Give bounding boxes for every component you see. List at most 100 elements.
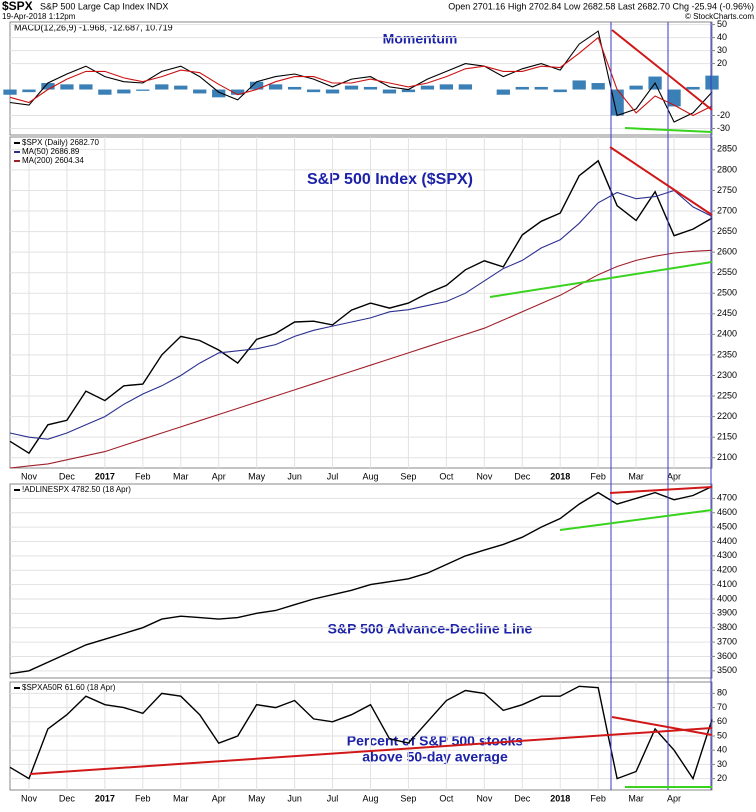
trend-line — [559, 509, 713, 531]
x-tick-label: Apr — [667, 793, 681, 803]
histogram-bar — [136, 89, 150, 91]
x-tick-label: Nov — [21, 471, 38, 481]
histogram-bar — [344, 85, 359, 90]
panel-title: Percent of S&P 500 stocks — [347, 733, 524, 749]
y-tick-label: 4100 — [717, 579, 737, 589]
histogram-bar — [79, 84, 93, 90]
histogram-bar — [591, 83, 605, 90]
histogram-bar — [496, 89, 510, 95]
x-tick-label: Feb — [590, 471, 606, 481]
panel-legend: MACD(12,26,9) -1.968, -12.687, 10.719 — [14, 22, 173, 32]
histogram-bar — [401, 89, 416, 93]
y-tick-label: 3800 — [717, 622, 737, 632]
histogram-bar — [231, 89, 245, 95]
y-tick-label: 4000 — [717, 593, 737, 603]
y-tick-label: 3900 — [717, 608, 737, 618]
quote: Open 2701.16 High 2702.84 Low 2682.58 La… — [448, 1, 754, 11]
trend-line — [624, 127, 713, 133]
x-tick-label: Sep — [400, 793, 416, 803]
panel-frame — [9, 21, 713, 136]
x-tick-label: Nov — [476, 793, 493, 803]
panel-frame — [9, 136, 713, 469]
histogram-bar — [60, 84, 74, 90]
histogram-bar — [515, 86, 529, 90]
x-tick-label: Oct — [439, 471, 454, 481]
series-line — [9, 249, 713, 469]
x-tick-label: Mar — [173, 793, 189, 803]
x-tick-label: Sep — [400, 471, 416, 481]
y-tick-label: 2450 — [717, 308, 737, 318]
histogram-bar — [212, 89, 226, 98]
x-tick-label: Mar — [628, 471, 644, 481]
trend-line — [611, 716, 713, 736]
panel-title: above 50-day average — [362, 749, 508, 765]
series-line — [9, 30, 713, 123]
x-tick-label: Aug — [362, 471, 378, 481]
histogram-bar — [610, 89, 624, 116]
y-tick-label: 70 — [717, 702, 727, 712]
y-tick-label: 2150 — [717, 432, 737, 442]
y-tick-label: 4200 — [717, 565, 737, 575]
legend-label: MA(50) 2686.89 — [22, 147, 80, 156]
histogram-bar — [629, 85, 643, 90]
y-tick-label: 2500 — [717, 288, 737, 298]
series-line — [9, 685, 713, 781]
histogram-bar — [420, 85, 435, 90]
histogram-bar — [572, 80, 586, 90]
trend-line — [609, 146, 713, 216]
histogram-bar — [3, 89, 17, 95]
y-tick-label: 30 — [717, 759, 727, 769]
symbol: $SPX — [2, 0, 33, 13]
y-tick-label: 40 — [717, 32, 727, 42]
y-tick-label: 50 — [717, 19, 727, 29]
x-tick-label: May — [248, 793, 266, 803]
x-tick-label: 2018 — [550, 471, 570, 481]
y-tick-label: 2850 — [717, 144, 737, 154]
series-line — [9, 189, 713, 440]
y-tick-label: 2550 — [717, 267, 737, 277]
y-tick-label: 2350 — [717, 349, 737, 359]
x-tick-label: Mar — [173, 471, 189, 481]
legend-label: !ADLINESPX 4782.50 (18 Apr) — [22, 485, 131, 494]
histogram-bar — [155, 84, 169, 90]
x-tick-label: Apr — [212, 793, 226, 803]
x-tick-label: Dec — [59, 471, 76, 481]
y-tick-label: 2200 — [717, 411, 737, 421]
annotations — [29, 22, 713, 790]
y-tick-label: 4500 — [717, 521, 737, 531]
y-tick-label: 2800 — [717, 164, 737, 174]
x-tick-label: Dec — [59, 793, 76, 803]
histogram-bar — [22, 89, 36, 93]
y-tick-label: 2300 — [717, 370, 737, 380]
legend-label: MA(200) 2604.34 — [22, 156, 84, 165]
y-tick-label: 2650 — [717, 226, 737, 236]
trend-line — [611, 29, 713, 111]
x-tick-label: Feb — [135, 471, 151, 481]
y-tick-label: -30 — [717, 123, 730, 133]
histogram-bar — [325, 89, 340, 94]
y-tick-label: 3700 — [717, 636, 737, 646]
y-tick-label: 4400 — [717, 536, 737, 546]
histogram-bar — [534, 86, 548, 90]
legend-label: $SPX (Daily) 2682.70 — [22, 138, 99, 147]
histogram-bar — [193, 89, 207, 94]
x-tick-label: Jul — [327, 793, 339, 803]
y-tick-label: 2400 — [717, 329, 737, 339]
series-line — [9, 36, 713, 117]
histogram-bar — [174, 85, 188, 90]
histogram-bar — [268, 84, 283, 90]
index-name: S&P 500 Large Cap Index INDX — [40, 1, 168, 11]
y-tick-label: 4600 — [717, 507, 737, 517]
y-tick-label: 4300 — [717, 550, 737, 560]
x-tick-label: Dec — [514, 793, 531, 803]
x-tick-label: 2017 — [95, 471, 115, 481]
x-tick-label: Aug — [362, 793, 378, 803]
histogram-bar — [117, 89, 131, 94]
x-tick-label: Feb — [590, 793, 606, 803]
histogram-bar — [287, 86, 302, 90]
y-tick-label: 2250 — [717, 390, 737, 400]
y-tick-label: 2600 — [717, 247, 737, 257]
x-tick-label: Dec — [514, 471, 531, 481]
histogram-bar — [41, 83, 55, 90]
